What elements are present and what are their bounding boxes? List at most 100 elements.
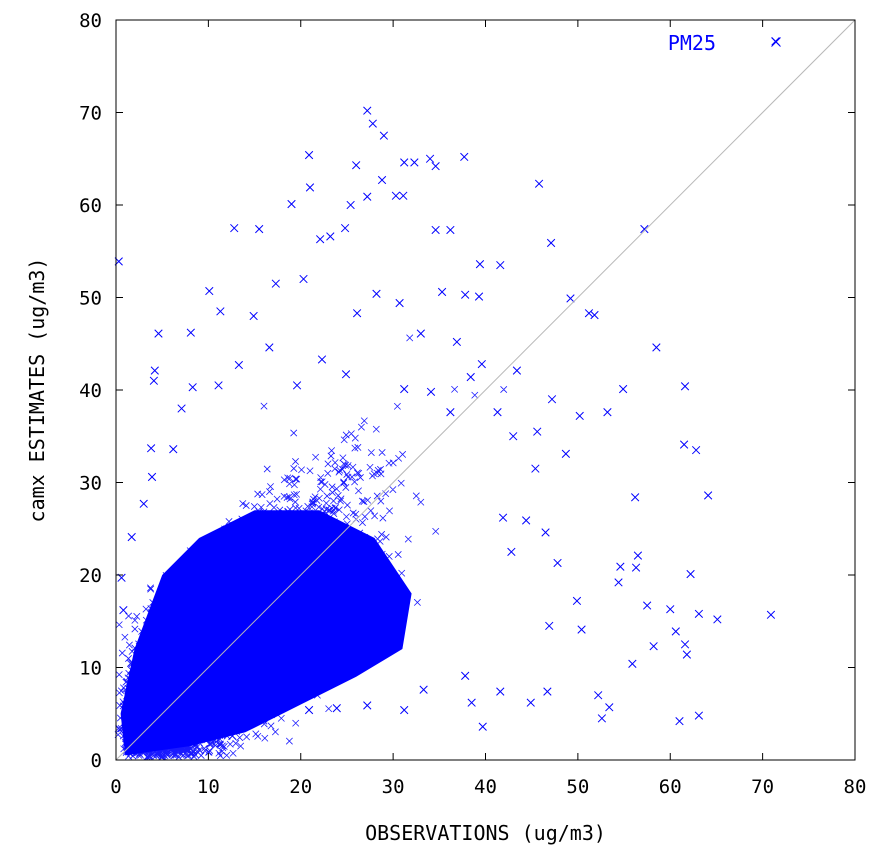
data-point bbox=[467, 698, 476, 707]
data-point bbox=[341, 370, 351, 379]
data-point bbox=[271, 279, 280, 288]
data-point bbox=[474, 292, 484, 301]
data-point bbox=[594, 691, 603, 700]
data-point bbox=[146, 444, 156, 453]
data-point bbox=[264, 707, 273, 717]
data-point bbox=[127, 532, 136, 542]
data-point bbox=[680, 640, 690, 649]
data-point bbox=[509, 432, 518, 441]
data-point bbox=[521, 516, 531, 525]
data-point bbox=[287, 199, 296, 209]
data-point bbox=[150, 366, 159, 375]
data-point bbox=[431, 161, 440, 171]
y-tick-label: 0 bbox=[91, 750, 102, 772]
data-point bbox=[478, 722, 487, 731]
data-point bbox=[186, 328, 195, 337]
data-point bbox=[493, 408, 502, 417]
data-point bbox=[299, 274, 308, 284]
data-point bbox=[372, 289, 381, 298]
data-point bbox=[395, 298, 404, 308]
y-tick-label: 80 bbox=[79, 10, 102, 32]
data-point bbox=[188, 383, 197, 392]
data-point bbox=[631, 563, 641, 572]
data-point bbox=[363, 106, 372, 115]
data-point bbox=[255, 224, 264, 234]
data-point bbox=[400, 384, 409, 394]
data-point bbox=[416, 329, 425, 338]
x-tick-label: 20 bbox=[289, 776, 312, 798]
dense-point-cloud bbox=[114, 334, 508, 761]
data-point bbox=[466, 372, 475, 382]
data-point bbox=[543, 687, 552, 696]
data-point bbox=[630, 493, 640, 502]
data-point bbox=[553, 558, 562, 568]
data-point bbox=[597, 714, 607, 723]
data-point bbox=[628, 659, 637, 668]
data-point bbox=[305, 183, 315, 192]
one-to-one-line bbox=[115, 19, 856, 761]
data-point bbox=[379, 131, 389, 140]
y-axis-title: camx ESTIMATES (ug/m3) bbox=[25, 258, 49, 523]
data-point bbox=[680, 382, 690, 391]
x-tick-label: 60 bbox=[659, 776, 682, 798]
x-tick-label: 10 bbox=[197, 776, 220, 798]
data-point bbox=[547, 395, 557, 404]
data-point bbox=[572, 596, 582, 606]
data-point bbox=[694, 711, 704, 720]
data-point bbox=[214, 381, 223, 390]
data-point bbox=[507, 547, 516, 557]
data-point bbox=[292, 381, 302, 390]
data-point bbox=[590, 310, 599, 320]
data-point bbox=[304, 705, 314, 715]
data-point bbox=[431, 225, 440, 235]
data-point bbox=[437, 287, 447, 297]
data-point bbox=[400, 705, 409, 715]
data-point bbox=[475, 260, 485, 269]
data-point bbox=[633, 551, 643, 560]
data-point bbox=[531, 464, 540, 473]
data-point bbox=[766, 610, 776, 619]
data-point bbox=[216, 307, 225, 316]
data-point bbox=[187, 738, 196, 747]
data-point bbox=[533, 427, 542, 436]
data-point bbox=[205, 286, 214, 296]
data-point bbox=[545, 621, 554, 631]
data-point bbox=[603, 408, 612, 417]
data-point bbox=[577, 625, 586, 634]
data-point bbox=[326, 232, 335, 241]
data-point bbox=[400, 158, 409, 167]
data-point bbox=[368, 119, 377, 128]
data-point bbox=[147, 472, 157, 482]
data-point bbox=[234, 360, 244, 370]
data-point bbox=[352, 309, 362, 318]
data-point bbox=[169, 445, 178, 454]
data-point bbox=[526, 698, 535, 707]
axis-tick-labels: 0 10 20 30 40 50 60 70 80 0 10 20 30 40 50 60 70 80 bbox=[79, 10, 866, 798]
y-tick-label: 30 bbox=[79, 473, 102, 495]
data-point bbox=[230, 223, 239, 233]
data-point bbox=[139, 499, 148, 508]
x-tick-label: 50 bbox=[566, 776, 589, 798]
y-tick-label: 10 bbox=[79, 658, 102, 680]
data-point bbox=[460, 152, 469, 162]
data-point bbox=[575, 411, 584, 421]
data-point bbox=[363, 192, 372, 201]
data-point bbox=[671, 627, 680, 636]
data-point bbox=[446, 225, 455, 235]
data-point bbox=[541, 528, 550, 537]
data-point bbox=[399, 191, 408, 200]
data-point bbox=[643, 601, 652, 610]
x-tick-label: 0 bbox=[110, 776, 121, 798]
data-point bbox=[228, 731, 237, 741]
y-tick-label: 20 bbox=[79, 565, 102, 587]
y-tick-label: 70 bbox=[79, 103, 102, 125]
data-point bbox=[640, 224, 649, 234]
data-point bbox=[546, 238, 556, 248]
data-point bbox=[426, 387, 436, 397]
data-point bbox=[694, 609, 704, 619]
data-point bbox=[352, 161, 361, 170]
data-point bbox=[614, 578, 623, 587]
data-point bbox=[679, 440, 689, 449]
y-tick-label: 50 bbox=[79, 288, 102, 310]
data-point bbox=[419, 685, 428, 694]
